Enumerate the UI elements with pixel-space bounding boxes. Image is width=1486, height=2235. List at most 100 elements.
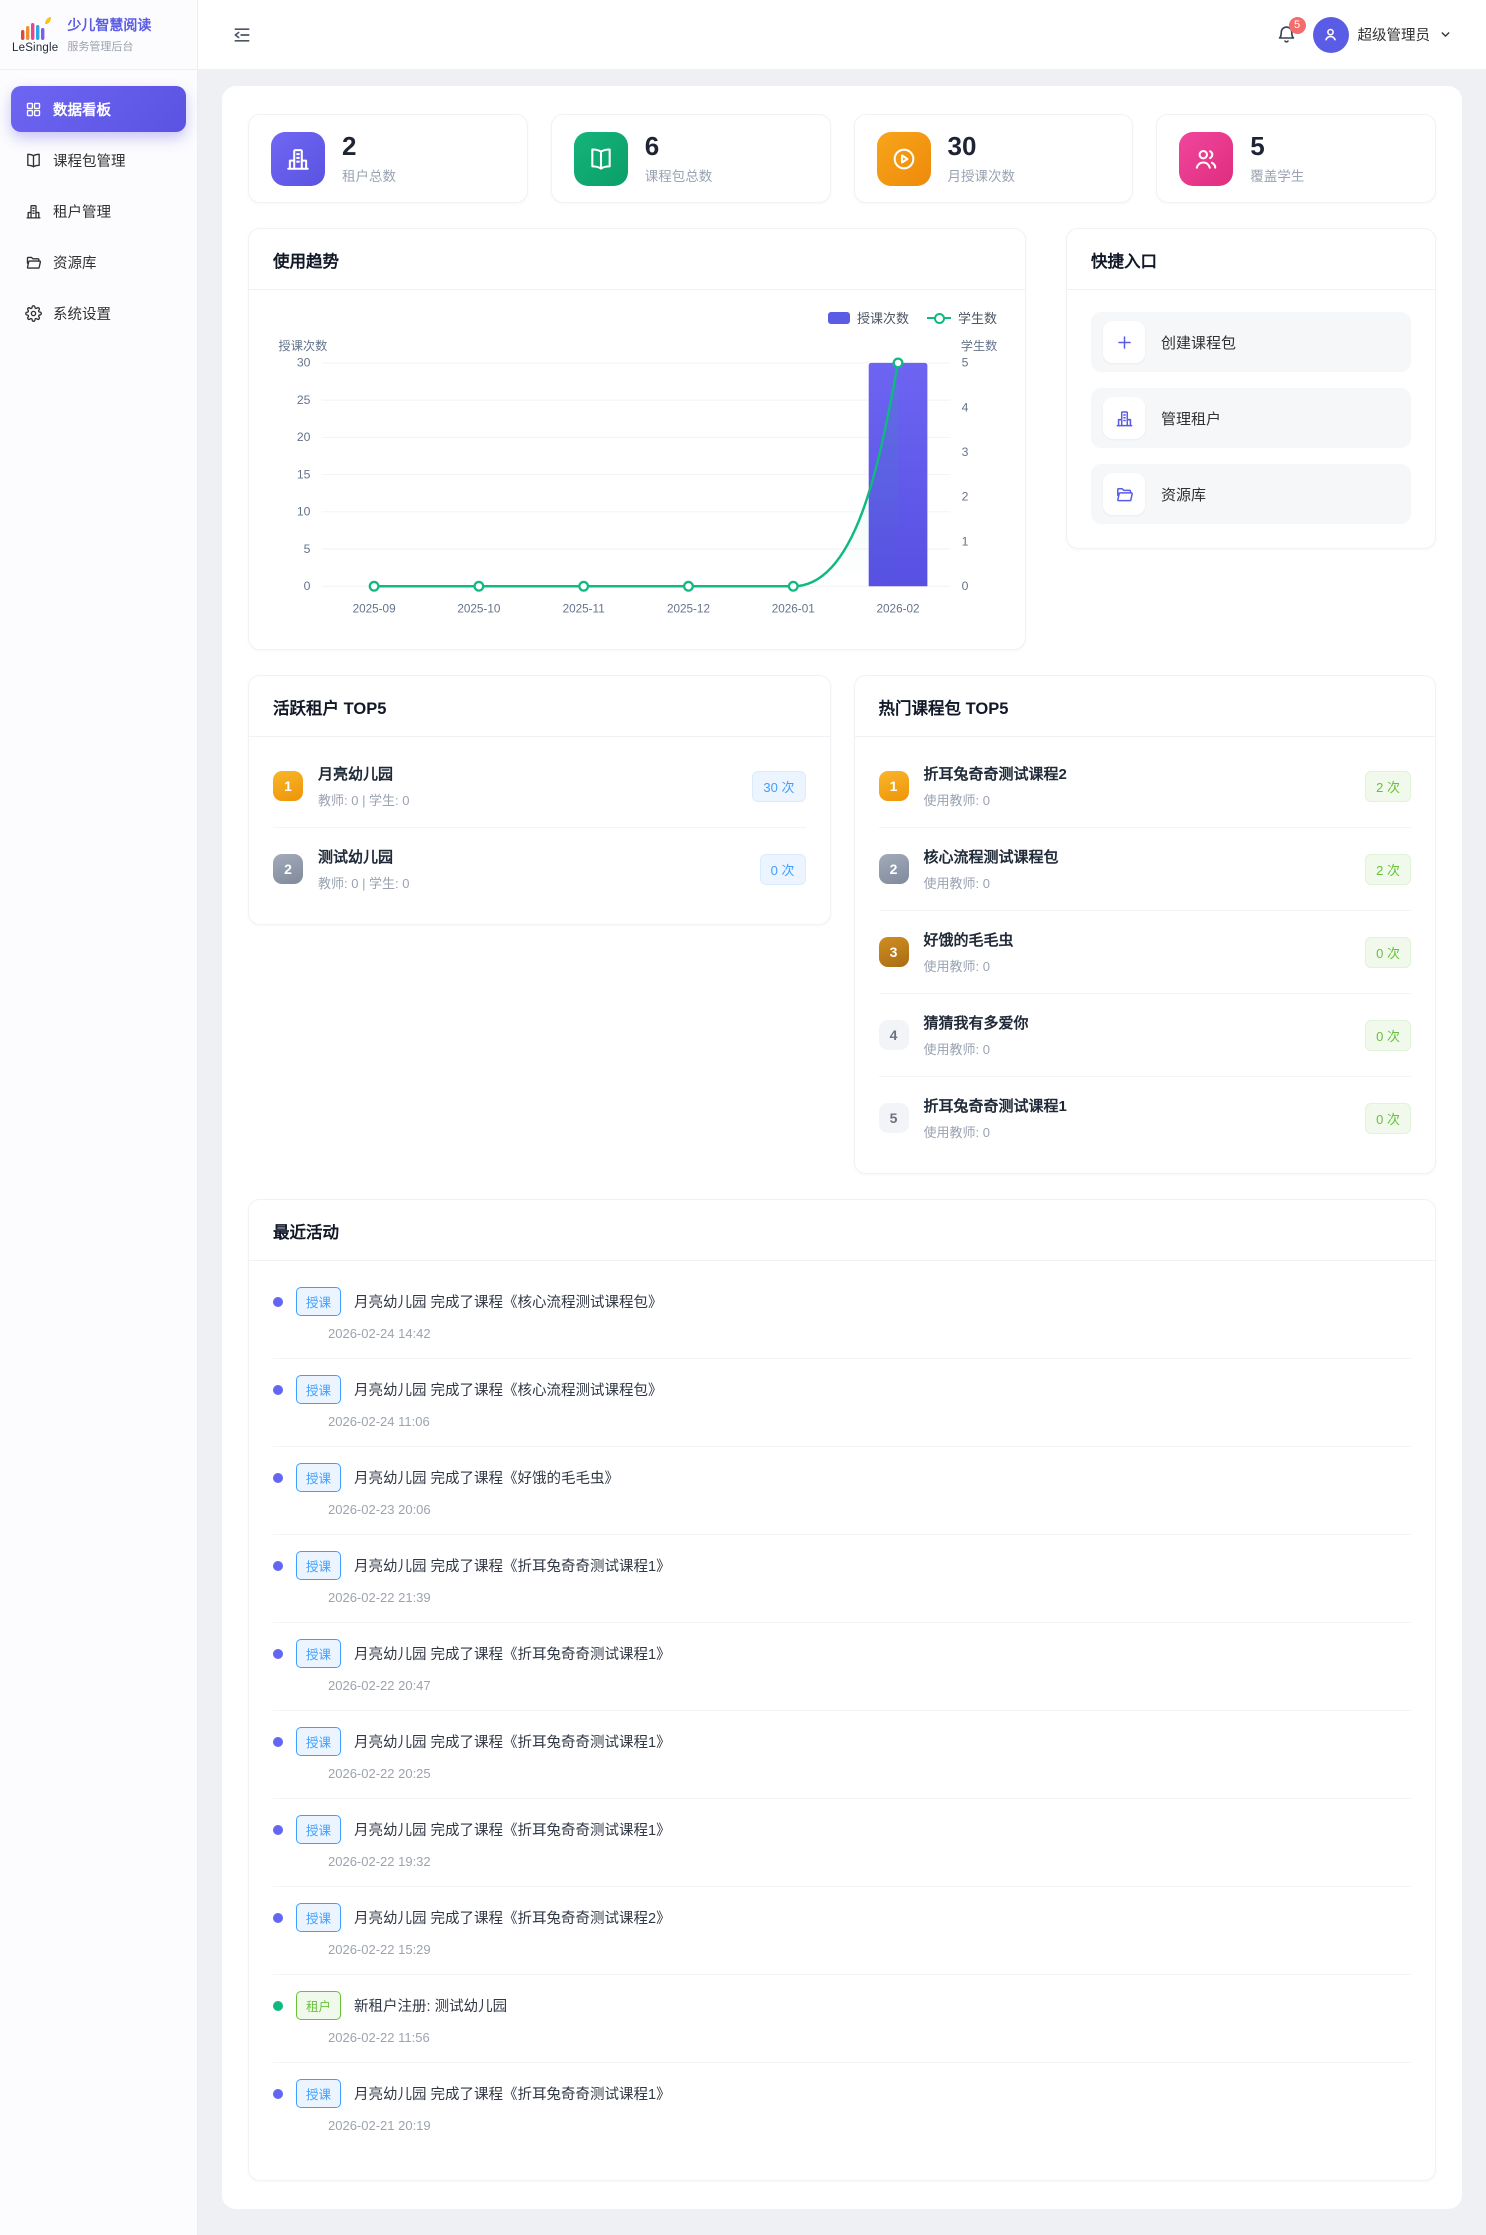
sidebar-item-building[interactable]: 租户管理 — [11, 188, 186, 234]
grid-icon — [25, 101, 42, 118]
quick-entry-label: 创建课程包 — [1161, 334, 1237, 352]
hot-packages-card: 热门课程包 TOP5 1 折耳兔奇奇测试课程2 使用教师: 0 2 次 2 核心流程测试课… — [853, 675, 1436, 1175]
svg-text:2026-02: 2026-02 — [877, 603, 920, 616]
stat-label: 租户总数 — [342, 169, 396, 185]
item-meta: 使用教师: 0 — [923, 1042, 990, 1058]
logo-mark-block: LeSingle — [12, 16, 58, 54]
user-menu[interactable]: 超级管理员 — [1312, 16, 1453, 53]
building-icon — [271, 131, 325, 186]
activity-text: 月亮幼儿园 完成了课程《折耳兔奇奇测试课程1》 — [354, 1647, 671, 1664]
svg-text:2: 2 — [962, 490, 969, 504]
activity-dot — [273, 2000, 283, 2011]
activity-type-badge: 授课 — [296, 1375, 342, 1405]
activity-type-badge: 授课 — [296, 1639, 342, 1669]
sidebar-item-label: 租户管理 — [53, 204, 111, 221]
sidebar-item-label: 资源库 — [53, 255, 97, 272]
item-meta: 教师: 0 | 学生: 0 — [318, 876, 410, 892]
recent-activity-card: 最近活动 授课 月亮幼儿园 完成了课程《核心流程测试课程包》 2026-02-24 … — [248, 1199, 1436, 2182]
legend-item-bar[interactable]: 授课次数 — [827, 308, 909, 327]
sidebar-menu: 数据看板课程包管理租户管理资源库系统设置 — [0, 70, 197, 357]
activity-row: 授课 月亮幼儿园 完成了课程《折耳兔奇奇测试课程1》 2026-02-22 21:3… — [273, 1535, 1411, 1624]
activity-time: 2026-02-22 20:47 — [328, 1678, 431, 1694]
sidebar-item-gear[interactable]: 系统设置 — [11, 290, 186, 336]
activity-time: 2026-02-24 11:06 — [328, 1414, 430, 1430]
activity-time: 2026-02-22 21:39 — [328, 1590, 431, 1606]
top5-row: 1 月亮幼儿园 教师: 0 | 学生: 0 30 次 — [273, 745, 806, 829]
notification-count-badge: 5 — [1288, 17, 1306, 34]
quick-entry-folder[interactable]: 资源库 — [1091, 464, 1411, 524]
user-icon — [1325, 28, 1336, 41]
legend-item-line[interactable]: 学生数 — [926, 308, 997, 327]
rank-badge: 1 — [878, 771, 909, 802]
svg-text:25: 25 — [297, 393, 311, 407]
quick-entry-label: 资源库 — [1161, 486, 1207, 504]
stat-card-building: 2 租户总数 — [248, 114, 528, 203]
stats-row: 2 租户总数 6 课程包总数 30 月授课次数 5 覆盖学生 — [248, 114, 1436, 203]
activity-dot — [273, 1648, 283, 1659]
activity-row: 授课 月亮幼儿园 完成了课程《好饿的毛毛虫》 2026-02-23 20:06 — [273, 1447, 1411, 1536]
activity-text: 月亮幼儿园 完成了课程《折耳兔奇奇测试课程1》 — [354, 2087, 671, 2104]
activity-row: 授课 月亮幼儿园 完成了课程《折耳兔奇奇测试课程1》 2026-02-22 20:4… — [273, 1623, 1411, 1712]
count-badge: 2 次 — [1365, 770, 1411, 802]
usage-trend-title: 使用趋势 — [249, 229, 1025, 290]
folder-icon — [25, 254, 42, 271]
sidebar-item-label: 课程包管理 — [53, 153, 126, 170]
count-badge: 2 次 — [1365, 853, 1411, 885]
topbar-right: 5 超级管理员 — [1276, 16, 1453, 53]
stat-value: 30 — [947, 130, 977, 161]
item-name: 月亮幼儿园 — [318, 766, 394, 784]
sidebar-item-label: 数据看板 — [53, 102, 111, 119]
top5-row: 4 猜猜我有多爱你 使用教师: 0 0 次 — [878, 994, 1411, 1078]
rank-badge: 2 — [273, 854, 303, 885]
count-badge: 30 次 — [752, 770, 806, 802]
hot-packages-title: 热门课程包 TOP5 — [854, 676, 1435, 738]
quick-entry-plus[interactable]: 创建课程包 — [1091, 312, 1411, 372]
svg-text:2025-12: 2025-12 — [667, 603, 710, 616]
brand-name: LeSingle — [12, 41, 59, 54]
sidebar-item-book[interactable]: 课程包管理 — [11, 137, 186, 183]
notifications-button[interactable]: 5 — [1276, 17, 1306, 45]
people-icon — [1179, 131, 1234, 186]
svg-text:3: 3 — [962, 445, 969, 459]
chart-legend: 授课次数 学生数 — [271, 306, 1003, 327]
svg-text:2025-11: 2025-11 — [563, 603, 605, 616]
gear-icon — [25, 304, 42, 322]
svg-text:5: 5 — [962, 356, 969, 370]
top5-row: 2 测试幼儿园 教师: 0 | 学生: 0 0 次 — [273, 828, 806, 910]
recent-activity-list: 授课 月亮幼儿园 完成了课程《核心流程测试课程包》 2026-02-24 14:42… — [249, 1261, 1435, 2180]
stat-card-book: 6 课程包总数 — [550, 114, 831, 203]
fold-icon — [234, 27, 250, 42]
brand-logo: LeSingle 少儿智慧阅读 服务管理后台 — [0, 0, 197, 70]
svg-text:0: 0 — [962, 579, 969, 593]
sidebar-item-folder[interactable]: 资源库 — [11, 239, 186, 285]
count-badge: 0 次 — [759, 853, 806, 885]
svg-text:2026-01: 2026-01 — [772, 603, 815, 616]
activity-dot — [273, 2088, 283, 2099]
top5-row: 5 折耳兔奇奇测试课程1 使用教师: 0 0 次 — [878, 1077, 1411, 1159]
activity-row: 授课 月亮幼儿园 完成了课程《折耳兔奇奇测试课程1》 2026-02-22 20:2… — [273, 1711, 1411, 1800]
quick-entry-building[interactable]: 管理租户 — [1091, 388, 1411, 448]
stat-label: 覆盖学生 — [1250, 169, 1305, 185]
activity-dot — [273, 1912, 283, 1923]
quick-entry-list: 创建课程包管理租户资源库 — [1067, 290, 1435, 548]
plus-icon — [1103, 321, 1145, 363]
svg-text:1: 1 — [962, 534, 969, 548]
stat-value: 5 — [1250, 130, 1265, 161]
activity-time: 2026-02-22 15:29 — [328, 1942, 431, 1958]
building-icon — [25, 203, 42, 220]
user-name: 超级管理员 — [1357, 28, 1431, 44]
quick-entry-card: 快捷入口 创建课程包 管理租户 资源库 — [1066, 228, 1436, 549]
book-icon — [573, 131, 628, 186]
svg-text:2025-10: 2025-10 — [457, 603, 500, 616]
activity-type-badge: 授课 — [296, 1903, 342, 1933]
activity-time: 2026-02-22 11:56 — [328, 2030, 430, 2046]
sidebar-item-grid[interactable]: 数据看板 — [11, 86, 186, 132]
usage-trend-card: 使用趋势 授课次数 学生数 0 5 10 15 20 25 30 0 1 2 3 4 5 授课次数 学生数 20… — [248, 228, 1026, 651]
activity-type-badge: 授课 — [296, 1287, 342, 1317]
svg-text:4: 4 — [962, 400, 969, 414]
collapse-sidebar-button[interactable] — [232, 25, 252, 45]
book-icon — [25, 152, 42, 169]
recent-activity-title: 最近活动 — [249, 1200, 1435, 1262]
activity-row: 授课 月亮幼儿园 完成了课程《折耳兔奇奇测试课程1》 2026-02-22 19:3… — [273, 1799, 1411, 1888]
